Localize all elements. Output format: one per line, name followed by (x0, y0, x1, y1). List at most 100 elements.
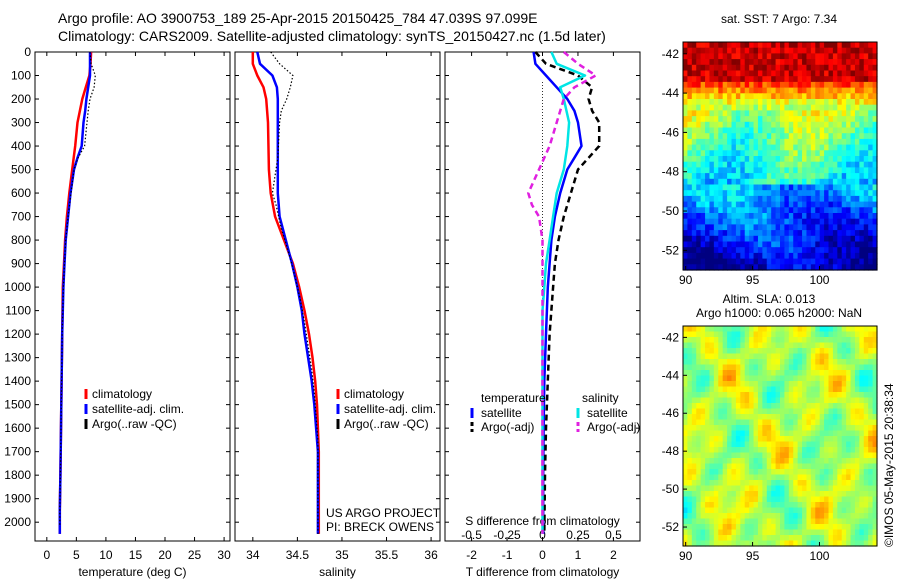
map-cell (828, 173, 834, 180)
map-cell (740, 138, 746, 146)
map-cell (868, 47, 874, 54)
map-cell (757, 104, 763, 111)
map-cell (868, 76, 874, 83)
map-cell (863, 529, 869, 536)
map-cell (735, 235, 741, 243)
map-cell (872, 403, 878, 410)
map-cell (837, 326, 843, 333)
map-cell (735, 173, 741, 180)
map-cell (793, 425, 799, 432)
map-cell (696, 150, 702, 157)
map-cell (837, 59, 843, 66)
map-cell (868, 425, 874, 432)
map-cell (832, 70, 838, 77)
map-cell (687, 47, 693, 54)
map-cell (815, 342, 821, 349)
map-cell (868, 235, 874, 243)
map-cell (810, 447, 816, 454)
map-cell (722, 441, 728, 448)
map-cell (709, 403, 715, 410)
map-cell (775, 518, 781, 525)
map-cell (735, 241, 741, 248)
map-cell (766, 207, 772, 214)
map-cell (863, 99, 869, 106)
map-cell (784, 392, 790, 399)
map-cell (793, 218, 799, 225)
map-cell (784, 156, 790, 163)
map-cell (775, 452, 781, 459)
map-cell (863, 480, 869, 487)
map-cell (854, 167, 860, 174)
map-cell (713, 144, 719, 151)
map-cell (854, 430, 860, 437)
map-cell (846, 441, 852, 448)
map-cell (713, 53, 719, 60)
map-cell (718, 441, 724, 448)
map-cell (713, 364, 719, 371)
map-cell (722, 195, 728, 203)
map-cell (793, 326, 799, 333)
map-frame (682, 325, 878, 547)
map-cell (810, 337, 816, 344)
map-cell (850, 502, 856, 509)
map-cell (749, 364, 755, 371)
map-cell (806, 414, 812, 421)
map-cell (802, 207, 808, 214)
map-cell (687, 258, 693, 265)
map-cell (757, 195, 763, 203)
map-cell (722, 258, 728, 265)
map-cell (806, 167, 812, 174)
map-cell (824, 81, 830, 89)
map-cell (705, 430, 711, 437)
map-cell (815, 167, 821, 174)
map-cell (793, 469, 799, 476)
map-cell (757, 485, 763, 492)
map-cell (828, 430, 834, 437)
map-cell (740, 370, 746, 377)
map-cell (757, 419, 763, 426)
map-cell (846, 337, 852, 344)
map-cell (846, 529, 852, 536)
map-cell (868, 326, 874, 333)
map-cell (731, 529, 737, 536)
map-cell (788, 337, 794, 344)
map-cell (846, 430, 852, 437)
map-cell (837, 42, 843, 49)
map-cell (788, 463, 794, 470)
map-cell (797, 201, 803, 208)
map-cell (806, 201, 812, 208)
map-cell (735, 116, 741, 123)
map-cell (775, 258, 781, 265)
map-cell (727, 331, 733, 338)
map-cell (740, 436, 746, 443)
map-cell (718, 99, 724, 106)
map-cell (815, 213, 821, 220)
legend-label: satellite-adj. clim. (344, 402, 436, 416)
map-cell (696, 224, 702, 231)
map-cell (718, 167, 724, 174)
map-cell (735, 47, 741, 54)
map-cell (859, 337, 865, 344)
map-cell (687, 414, 693, 421)
map-y-tick-label: -46 (662, 125, 680, 139)
map-cell (718, 133, 724, 140)
map-cell (802, 381, 808, 388)
map-cell (700, 331, 706, 338)
map-cell (705, 161, 711, 168)
map-cell (806, 70, 812, 77)
map-cell (819, 540, 825, 547)
map-cell (810, 441, 816, 448)
map-cell (700, 59, 706, 66)
map-cell (705, 436, 711, 443)
map-cell (872, 190, 878, 197)
map-cell (854, 485, 860, 492)
map-cell (735, 348, 741, 355)
map-cell (819, 70, 825, 77)
map-cell (841, 150, 847, 157)
map-cell (727, 53, 733, 60)
map-cell (691, 375, 697, 382)
map-cell (841, 64, 847, 72)
map-cell (788, 87, 794, 94)
map-cell (757, 425, 763, 432)
map-cell (705, 386, 711, 393)
